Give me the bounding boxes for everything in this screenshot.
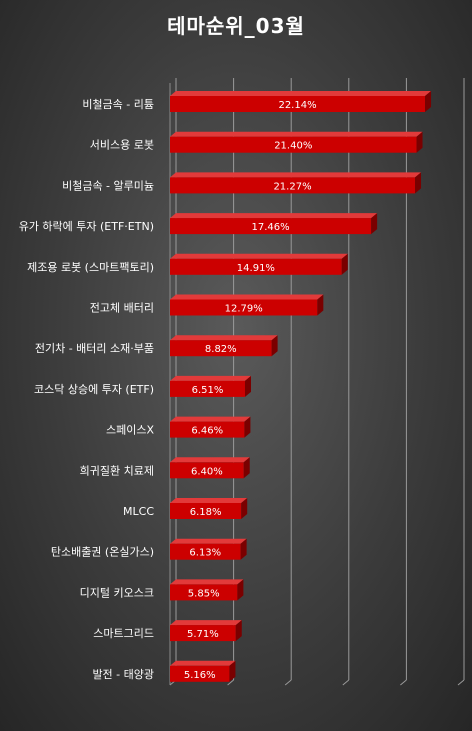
bar [170, 503, 242, 519]
value-label: 6.51% [192, 385, 224, 396]
bar-top-face [170, 375, 251, 381]
bar [170, 136, 417, 153]
bar [170, 584, 238, 601]
category-label: MLCC [123, 505, 154, 518]
bar-top-face [170, 416, 251, 422]
bar-side-face [317, 294, 324, 316]
value-label: 12.79% [225, 304, 263, 315]
bar-side-face [244, 375, 251, 397]
category-label: 코스닥 상승에 투자 (ETF) [34, 383, 154, 396]
category-label: 전기차 - 배터리 소재·부품 [35, 342, 154, 355]
category-label: 비철금속 - 알루미늄 [62, 178, 154, 192]
value-label: 17.46% [251, 222, 289, 233]
category-label: 스마트그리드 [93, 627, 154, 640]
bar [170, 421, 245, 438]
category-label: 전고체 배터리 [90, 302, 154, 315]
bar-side-face [341, 253, 348, 275]
bars-group [170, 91, 432, 682]
bar-side-face [271, 335, 278, 357]
bar-top-face [170, 131, 423, 137]
bar [170, 543, 241, 560]
value-label: 6.18% [190, 507, 222, 518]
bar [170, 462, 244, 479]
value-label: 21.40% [274, 141, 312, 152]
bar [170, 96, 426, 112]
bar [170, 340, 272, 357]
bar-side-face [243, 457, 250, 479]
bar [170, 380, 245, 397]
value-label: 6.40% [191, 466, 223, 477]
bar-top-face [170, 498, 248, 503]
grid-line-base [342, 679, 350, 686]
grid-line-base [284, 679, 292, 686]
bar-top-face [170, 620, 242, 626]
bar [170, 177, 416, 194]
bar [170, 625, 236, 642]
bar-top-face [170, 538, 247, 544]
bar-side-face [415, 172, 422, 194]
bar-side-face [237, 579, 244, 601]
value-label: 6.46% [191, 426, 223, 437]
category-label: 비철금속 - 리튬 [82, 98, 154, 111]
category-label: 제조용 로봇 (스마트팩토리) [27, 261, 154, 274]
grid-line-base [400, 679, 407, 686]
bar [170, 258, 342, 275]
category-label: 희귀질환 치료제 [80, 464, 154, 477]
category-label: 유가 하락에 투자 (ETF·ETN) [19, 219, 154, 233]
value-label: 5.85% [188, 588, 220, 599]
value-label: 14.91% [237, 263, 275, 274]
labels-group: 비철금속 - 리튬 22.14% 서비스용 로봇 21.40% 비철금속 - 알루미늄 2… [19, 98, 317, 681]
grid-line-base [457, 679, 465, 686]
category-label: 탄소배출권 (온실가스) [51, 546, 154, 559]
bar-side-face [241, 498, 248, 519]
value-label: 5.71% [187, 629, 219, 640]
value-label: 5.16% [184, 670, 216, 681]
category-label: 스페이스X [106, 424, 154, 437]
bar-side-face [371, 213, 378, 235]
value-label: 6.13% [189, 548, 221, 559]
bar-top-face [170, 172, 422, 178]
bar-top-face [170, 294, 324, 300]
bar-top-face [170, 335, 278, 341]
category-label: 서비스용 로봇 [90, 139, 154, 152]
bar [170, 218, 372, 235]
bar-top-face [170, 253, 348, 259]
bar-side-face [229, 660, 236, 682]
category-label: 발전 - 태양광 [92, 668, 154, 681]
chart-title: 테마순위_03월 [167, 14, 305, 38]
category-label: 디지털 키오스크 [80, 586, 154, 599]
bar-top-face [170, 660, 236, 666]
grid-line-base [227, 679, 234, 686]
bar-side-face [244, 416, 251, 438]
value-label: 21.27% [273, 181, 311, 192]
value-label: 22.14% [278, 100, 316, 111]
bar-top-face [170, 213, 378, 219]
bar-side-face [416, 131, 423, 153]
bar-top-face [170, 91, 432, 96]
bar-side-face [240, 538, 247, 560]
value-label: 8.82% [205, 344, 237, 355]
bar-top-face [170, 579, 244, 585]
bar [170, 665, 230, 682]
bar-top-face [170, 457, 250, 463]
bar [170, 299, 318, 316]
bar-side-face [235, 620, 242, 642]
bar-side-face [425, 91, 432, 112]
